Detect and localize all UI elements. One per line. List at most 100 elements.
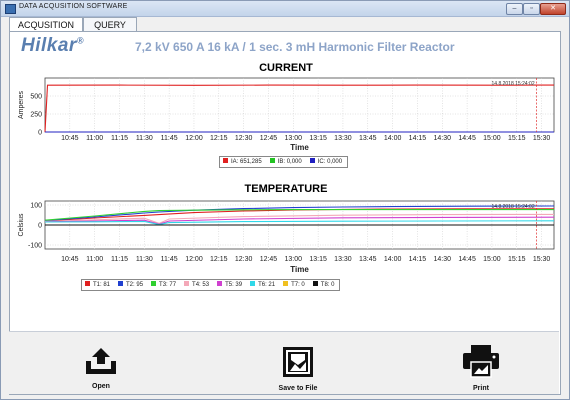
- temperature-legend-item: T1: 81: [85, 280, 110, 290]
- legend-text: T3: 77: [159, 282, 177, 288]
- x-tick-label: 12:15: [210, 256, 228, 263]
- legend-text: T8: 0: [320, 282, 335, 288]
- hilkar-logo: Hilkar®: [21, 35, 84, 56]
- upload-icon: [86, 348, 116, 374]
- x-tick-label: 13:00: [285, 135, 303, 142]
- x-tick-label: 14:45: [458, 135, 476, 142]
- save-image-icon: [283, 347, 313, 377]
- legend-text: T1: 81: [93, 282, 111, 288]
- legend-swatch: [223, 157, 228, 163]
- temperature-legend-item: T5: 39: [217, 280, 242, 290]
- y-tick-label: -100: [28, 243, 42, 250]
- x-tick-label: 15:00: [483, 135, 501, 142]
- x-tick-label: 15:30: [533, 135, 551, 142]
- x-tick-label: 12:45: [260, 135, 278, 142]
- temperature-legend-item: T2: 95: [118, 280, 143, 290]
- legend-swatch: [309, 157, 315, 163]
- temperature-legend: T1: 81 T2: 95 T3: 77 T4: 53 T5: 39 T6: 21 T7: …: [81, 279, 341, 291]
- y-tick-label: 0: [38, 223, 42, 230]
- x-axis-label: Time: [290, 143, 309, 152]
- x-axis-label: Time: [290, 265, 309, 274]
- temperature-legend-item: T7: 0: [283, 280, 305, 290]
- current-legend: IA: 651,285 IB: 0,000 IC: 0,000: [219, 156, 349, 168]
- legend-text: IC: 0,000: [317, 159, 343, 165]
- save-to-file-button[interactable]: Save to File: [273, 346, 323, 392]
- y-tick-label: 100: [30, 203, 42, 210]
- x-tick-label: 15:15: [508, 256, 526, 263]
- x-tick-label: 13:30: [334, 256, 352, 263]
- legend-swatch: [118, 280, 124, 286]
- x-tick-label: 12:30: [235, 256, 253, 263]
- x-tick-label: 13:45: [359, 256, 377, 263]
- x-tick-label: 14:15: [409, 135, 427, 142]
- legend-text: T4: 53: [192, 282, 210, 288]
- x-tick-label: 11:45: [161, 256, 178, 263]
- current-legend-item: IA: 651,285: [223, 157, 262, 167]
- series-line-t4: [44, 213, 555, 224]
- legend-swatch: [250, 280, 256, 286]
- legend-text: IA: 651,285: [231, 159, 262, 165]
- print-label: Print: [473, 385, 489, 392]
- x-tick-label: 11:15: [111, 256, 128, 263]
- x-tick-label: 12:00: [185, 135, 203, 142]
- y-tick-label: 500: [30, 94, 42, 101]
- save-label: Save to File: [278, 385, 318, 392]
- x-tick-label: 15:00: [483, 256, 501, 263]
- app-icon: [5, 4, 16, 14]
- current-legend-item: IB: 0,000: [269, 157, 302, 167]
- page-subtitle: 7,2 kV 650 A 16 kA / 1 sec. 3 mH Harmoni…: [135, 40, 455, 54]
- y-axis-label: Amperes: [18, 90, 25, 119]
- temperature-legend-item: T6: 21: [250, 280, 275, 290]
- x-tick-label: 10:45: [61, 135, 79, 142]
- x-tick-label: 12:00: [185, 256, 203, 263]
- series-line-t6: [44, 220, 555, 226]
- print-button[interactable]: Print: [459, 344, 503, 392]
- x-tick-label: 11:45: [161, 135, 178, 142]
- legend-text: IB: 0,000: [277, 159, 302, 165]
- legend-swatch: [217, 280, 223, 286]
- x-tick-label: 13:15: [309, 135, 327, 142]
- tab-acqusition[interactable]: ACQUSITION: [9, 17, 83, 33]
- printer-icon: [463, 345, 499, 378]
- temperature-legend-item: T8: 0: [312, 280, 335, 290]
- minimize-button[interactable]: –: [506, 3, 523, 15]
- x-tick-label: 10:45: [61, 256, 79, 263]
- x-tick-label: 15:15: [508, 135, 526, 142]
- open-label: Open: [92, 383, 110, 390]
- current-chart-title: CURRENT: [259, 62, 313, 74]
- legend-swatch: [85, 280, 90, 286]
- y-axis-label: Celsius: [18, 213, 25, 236]
- series-line-t1: [44, 208, 554, 222]
- x-tick-label: 13:30: [334, 135, 352, 142]
- close-button[interactable]: ✕: [540, 3, 566, 15]
- x-tick-label: 15:30: [533, 256, 551, 263]
- tab-query[interactable]: QUERY: [83, 17, 137, 32]
- x-tick-label: 13:45: [359, 135, 377, 142]
- x-tick-label: 11:00: [86, 135, 103, 142]
- x-tick-label: 11:30: [136, 256, 153, 263]
- x-tick-label: 14:00: [384, 256, 402, 263]
- legend-text: T6: 21: [258, 282, 276, 288]
- y-tick-label: 250: [30, 112, 42, 119]
- x-tick-label: 12:15: [210, 135, 228, 142]
- plot-area: [44, 77, 555, 133]
- current-legend-item: IC: 0,000: [309, 157, 343, 167]
- legend-text: T2: 95: [126, 282, 144, 288]
- legend-swatch: [312, 280, 318, 286]
- x-tick-label: 11:00: [86, 256, 103, 263]
- x-tick-label: 11:30: [136, 135, 153, 142]
- open-button[interactable]: Open: [81, 346, 121, 390]
- series-line-ia: [44, 84, 554, 133]
- charts-canvas: 10:45 11:00 11:15 11:30 11:45 12:00 12:15 12:30…: [18, 77, 555, 274]
- legend-text: T5: 39: [225, 282, 243, 288]
- title-bar: DATA ACQUSITION SOFTWARE – ▫ ✕: [1, 1, 569, 17]
- x-tick-label: 14:30: [434, 135, 452, 142]
- maximize-button[interactable]: ▫: [523, 3, 540, 15]
- legend-swatch: [184, 280, 190, 286]
- legend-swatch: [269, 157, 275, 163]
- x-tick-label: 11:15: [111, 135, 128, 142]
- x-tick-label: 13:15: [309, 256, 327, 263]
- x-tick-label: 13:00: [285, 256, 303, 263]
- y-tick-label: 0: [38, 130, 42, 137]
